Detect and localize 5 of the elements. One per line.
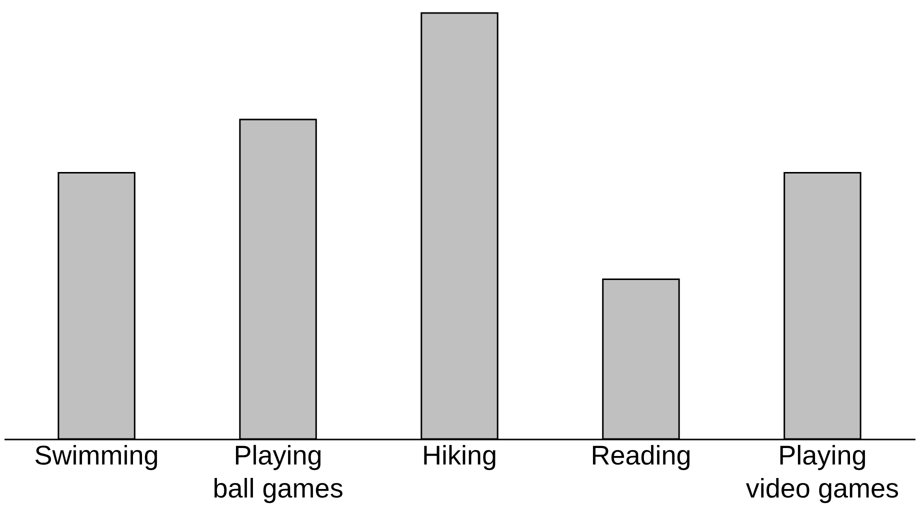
x-tick-label: Swimming (34, 440, 159, 470)
x-tick-label: Playing video games (746, 440, 899, 504)
x-tick-label: Hiking (422, 440, 498, 470)
x-tick-label: Playing ball games (212, 440, 344, 504)
x-tick-label: Reading (590, 440, 692, 470)
